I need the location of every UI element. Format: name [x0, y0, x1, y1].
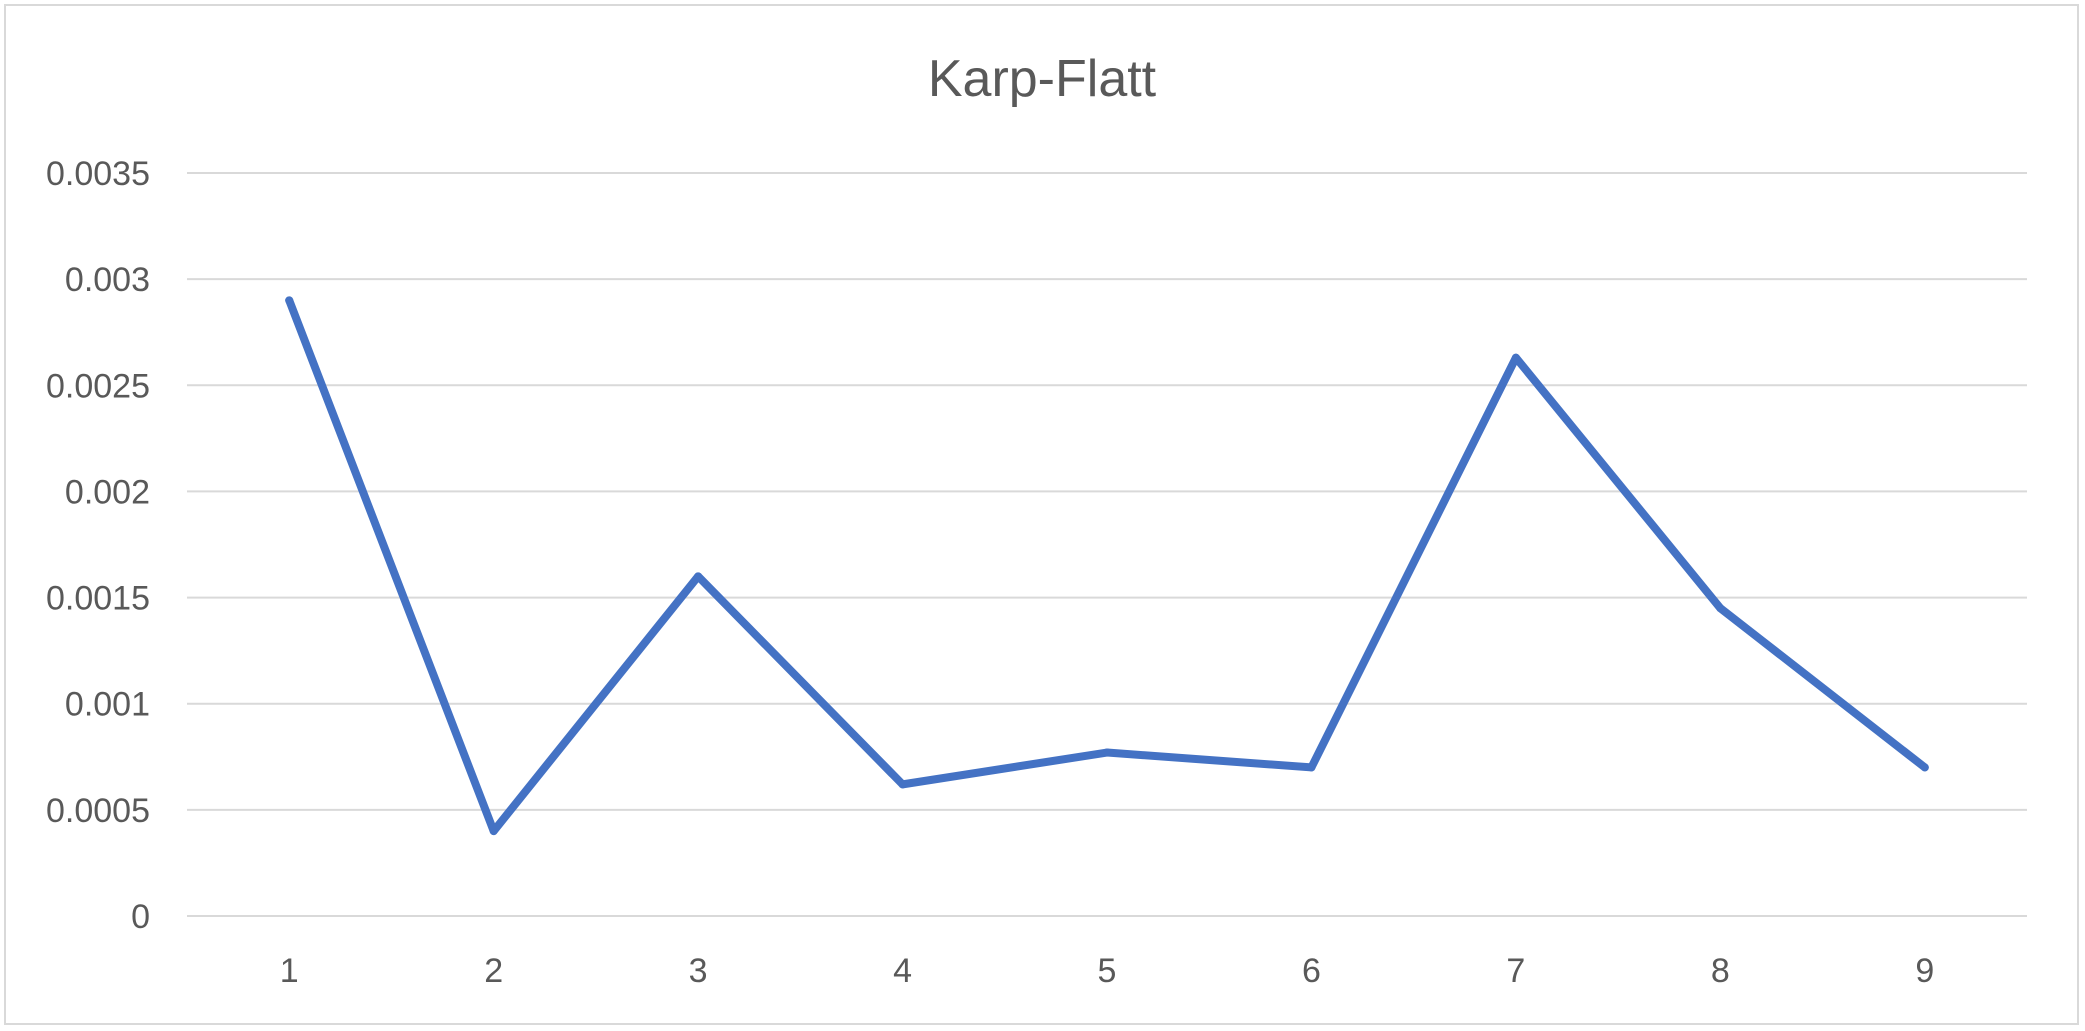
- x-tick-label: 8: [1711, 952, 1730, 990]
- data-point-1: [285, 296, 294, 305]
- data-point-5: [1103, 748, 1111, 757]
- y-tick-label: 0.0035: [46, 155, 150, 193]
- x-axis-tick-labels: 1 2 3 4 5 6 7 8 9: [280, 952, 1934, 990]
- chart-frame: [4, 4, 2079, 1025]
- y-tick-label: 0.001: [65, 686, 150, 724]
- x-tick-label: 1: [280, 952, 299, 990]
- y-tick-label: 0.0005: [46, 792, 150, 830]
- x-tick-label: 5: [1098, 952, 1117, 990]
- y-tick-label: 0.002: [65, 473, 150, 511]
- y-tick-label: 0.0025: [46, 367, 150, 405]
- y-axis-tick-labels: 0 0.0005 0.001 0.0015 0.002 0.0025 0.003 0.0035: [46, 155, 150, 936]
- y-tick-label: 0.003: [65, 261, 150, 299]
- x-tick-label: 7: [1506, 952, 1525, 990]
- x-tick-label: 2: [484, 952, 503, 990]
- chart-title: Karp-Flatt: [928, 50, 1157, 108]
- y-tick-label: 0: [131, 898, 150, 936]
- data-point-2: [489, 827, 498, 836]
- gridlines: [187, 172, 2027, 917]
- data-point-7: [1511, 353, 1520, 362]
- data-point-6: [1307, 763, 1316, 772]
- series-layer: [285, 296, 1929, 836]
- x-tick-label: 3: [689, 952, 708, 990]
- y-tick-label: 0.0015: [46, 580, 150, 618]
- data-point-3: [694, 572, 703, 581]
- x-tick-label: 6: [1302, 952, 1321, 990]
- x-tick-label: 4: [893, 952, 912, 990]
- data-point-9: [1920, 763, 1929, 772]
- data-point-8: [1716, 604, 1725, 613]
- x-tick-label: 9: [1915, 952, 1934, 990]
- data-point-4: [898, 780, 907, 789]
